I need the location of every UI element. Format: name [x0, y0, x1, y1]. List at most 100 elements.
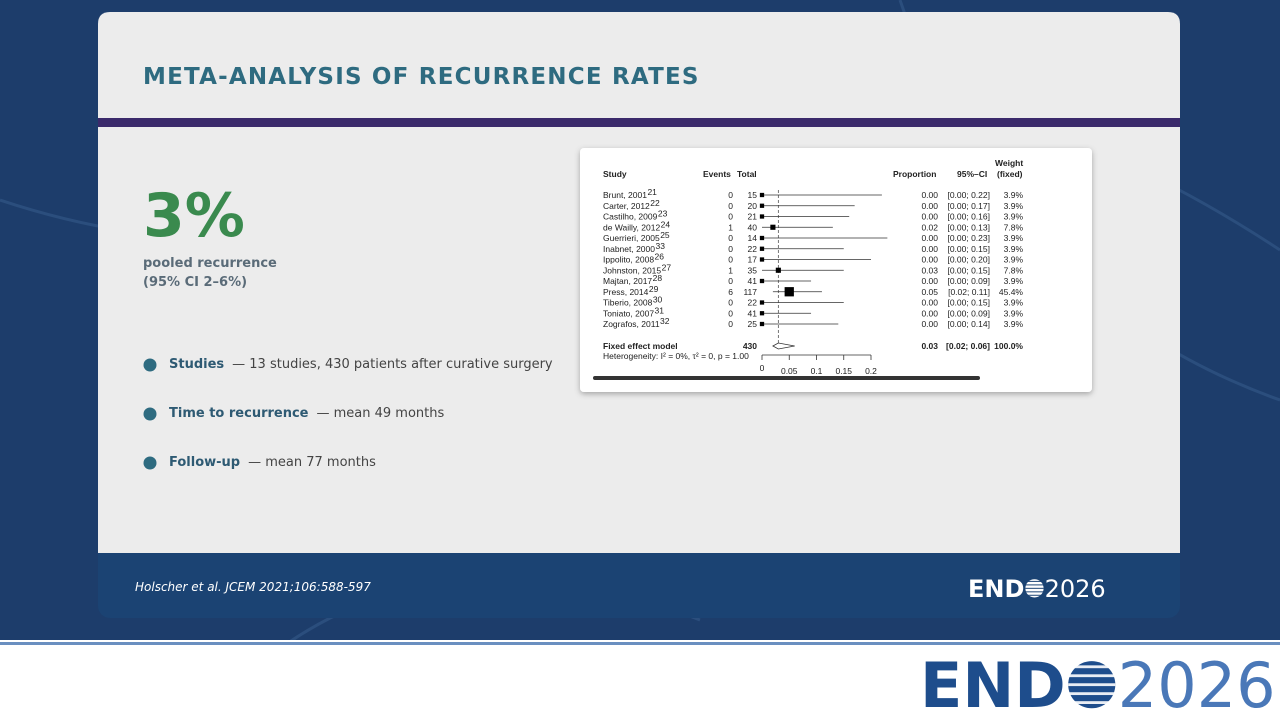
pooled-total: 430 — [743, 341, 757, 351]
proportion: 0.02 — [921, 222, 938, 232]
ref: 26 — [655, 252, 665, 262]
pooled-diamond — [772, 342, 795, 350]
events: 0 — [728, 298, 733, 308]
col-head: Events — [703, 169, 731, 179]
pooled-label: Fixed effect model — [603, 341, 678, 351]
events: 0 — [728, 190, 733, 200]
proportion: 0.00 — [921, 255, 938, 265]
pooled-weight: 100.0% — [994, 341, 1023, 351]
weight: 3.9% — [1004, 233, 1024, 243]
bullet-dot — [143, 456, 157, 470]
ref: 31 — [655, 305, 665, 315]
ci: [0.00; 0.09] — [947, 276, 990, 286]
total: 21 — [748, 212, 758, 222]
study-square — [759, 192, 765, 198]
ci: [0.00; 0.22] — [947, 190, 990, 200]
weight: 3.9% — [1004, 276, 1024, 286]
study: Zografos, 2011 — [603, 319, 660, 329]
x-tick-label: 0 — [760, 363, 765, 373]
events: 0 — [728, 276, 733, 286]
proportion: 0.00 — [921, 298, 938, 308]
stat-ci: (95% CI 2–6%) — [143, 275, 247, 290]
study-square — [770, 224, 776, 230]
ci: [0.00; 0.15] — [947, 298, 990, 308]
study-square — [759, 246, 765, 251]
proportion: 0.00 — [921, 190, 938, 200]
events: 0 — [728, 308, 733, 318]
weight: 3.9% — [1004, 190, 1024, 200]
ci: [0.02; 0.11] — [948, 287, 990, 297]
ci: [0.00; 0.15] — [947, 265, 990, 275]
study: Castilho, 2009 — [603, 212, 658, 222]
weight: 3.9% — [1004, 255, 1024, 265]
study-square — [775, 267, 781, 273]
total: 40 — [748, 222, 758, 232]
logo-stripe — [1025, 587, 1044, 589]
weight: 7.8% — [1004, 222, 1024, 232]
bullet-detail: — mean 49 months — [317, 406, 445, 421]
study: Guerrieri, 2005 — [603, 233, 660, 243]
study: Tiberio, 2008 — [603, 298, 653, 308]
study: Carter, 2012 — [603, 201, 650, 211]
x-tick-label: 0.2 — [865, 366, 877, 376]
bullet-detail: — mean 77 months — [248, 455, 376, 470]
bullet-dot — [143, 358, 157, 372]
ref: 23 — [658, 209, 668, 219]
heterogeneity: Heterogeneity: I² = 0%, τ² = 0, p = 1.00 — [603, 351, 749, 361]
proportion: 0.00 — [921, 212, 938, 222]
total: 25 — [748, 319, 758, 329]
total: 117 — [743, 287, 757, 297]
col-head: Study — [603, 169, 627, 179]
proportion: 0.00 — [921, 276, 938, 286]
events: 0 — [728, 233, 733, 243]
logo-left: END — [920, 649, 1066, 720]
bullet-label: Time to recurrence — [169, 406, 309, 421]
ref: 21 — [647, 187, 657, 197]
bullet-dot — [143, 407, 157, 421]
total: 41 — [748, 308, 758, 318]
ref: 25 — [660, 230, 670, 240]
events: 0 — [728, 244, 733, 254]
brand-logo: END 2026 — [920, 649, 1276, 722]
bullet-label: Follow-up — [169, 455, 240, 470]
bottom-bar — [0, 640, 1280, 720]
study-square — [759, 203, 765, 208]
logo-stripe — [1068, 692, 1116, 696]
events: 0 — [728, 255, 733, 265]
ci: [0.00; 0.15] — [947, 244, 990, 254]
logo-stripe — [1025, 584, 1044, 586]
ref: 24 — [661, 219, 671, 229]
ref: 33 — [656, 241, 666, 251]
study: Ippolito, 2008 — [603, 255, 654, 265]
study-square — [759, 257, 765, 262]
total: 22 — [748, 244, 758, 254]
weight: 7.8% — [1004, 265, 1024, 275]
ref: 29 — [649, 284, 659, 294]
x-tick-label: 0.1 — [811, 366, 823, 376]
x-tick-label: 0.05 — [781, 366, 798, 376]
col-head: Total — [737, 169, 757, 179]
events: 0 — [728, 201, 733, 211]
ref: 32 — [660, 316, 670, 326]
study: Press, 2014 — [603, 287, 649, 297]
weight: 3.9% — [1004, 201, 1024, 211]
weight: 3.9% — [1004, 308, 1024, 318]
logo-right: 2026 — [1118, 649, 1276, 720]
ci: [0.00; 0.17] — [947, 201, 990, 211]
ci: [0.00; 0.23] — [947, 233, 990, 243]
x-tick-label: 0.15 — [835, 366, 852, 376]
total: 20 — [748, 201, 758, 211]
proportion: 0.00 — [921, 308, 938, 318]
ref: 27 — [662, 262, 672, 272]
events: 6 — [728, 287, 733, 297]
events: 0 — [728, 212, 733, 222]
weight: 3.9% — [1004, 298, 1024, 308]
weight: 3.9% — [1004, 212, 1024, 222]
logo-stripe — [1025, 594, 1044, 596]
title: META-ANALYSIS OF RECURRENCE RATES — [143, 64, 700, 90]
study: Toniato, 2007 — [603, 308, 654, 318]
citation: Holscher et al. JCEM 2021;106:588-597 — [135, 580, 371, 594]
ci: [0.00; 0.13] — [947, 222, 990, 232]
proportion: 0.00 — [921, 319, 938, 329]
